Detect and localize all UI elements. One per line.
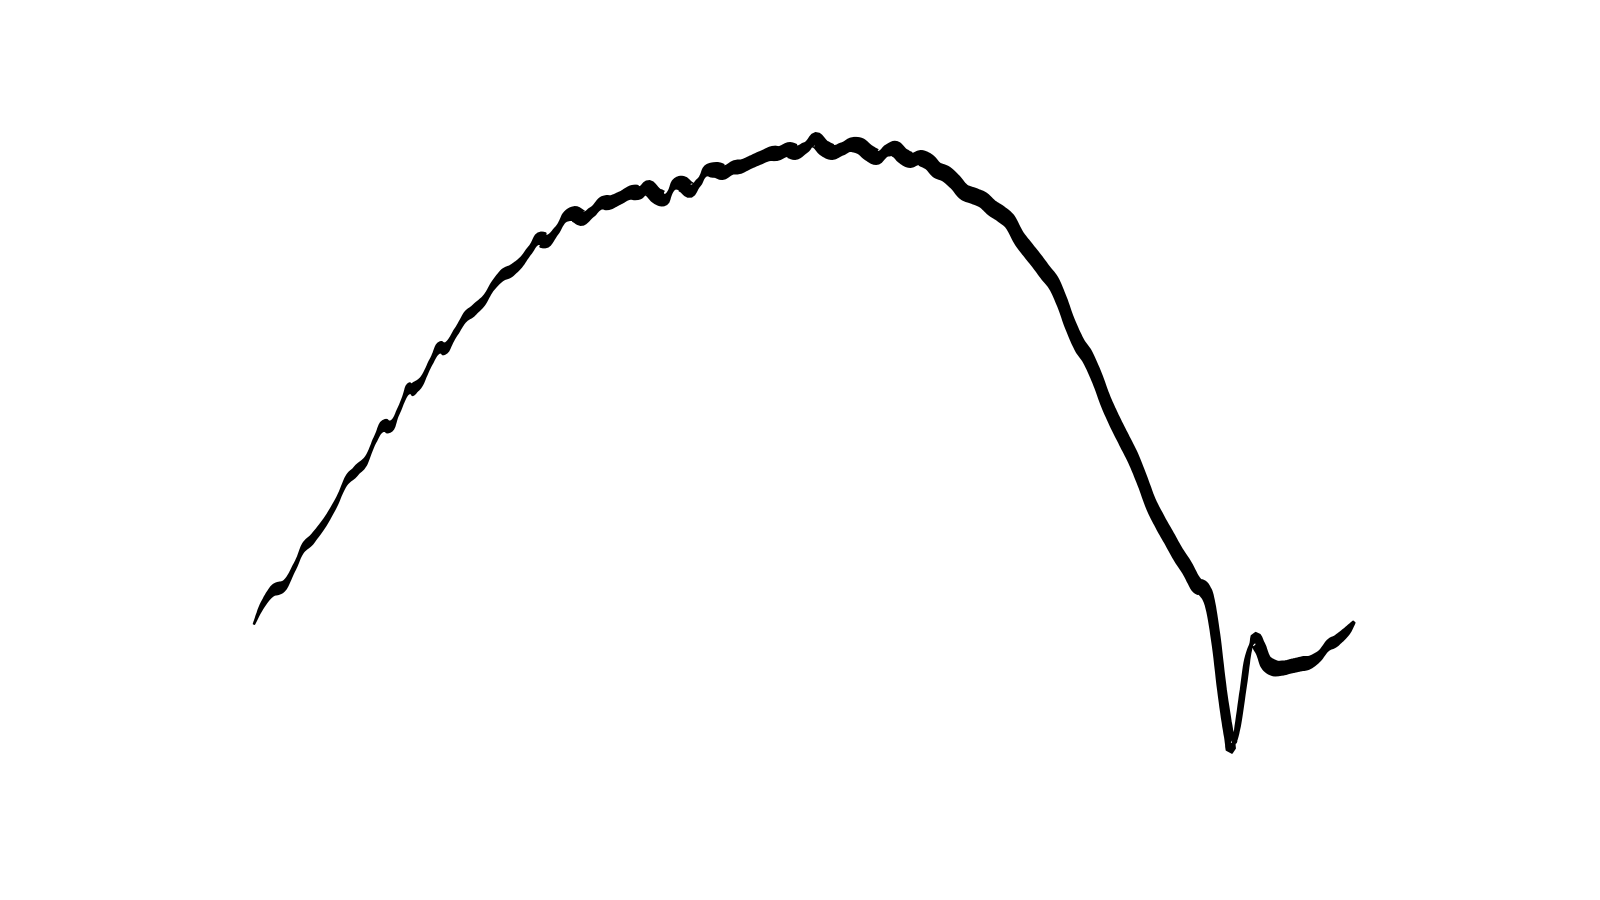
wavy-ribbon-stroke: [252, 132, 1356, 754]
